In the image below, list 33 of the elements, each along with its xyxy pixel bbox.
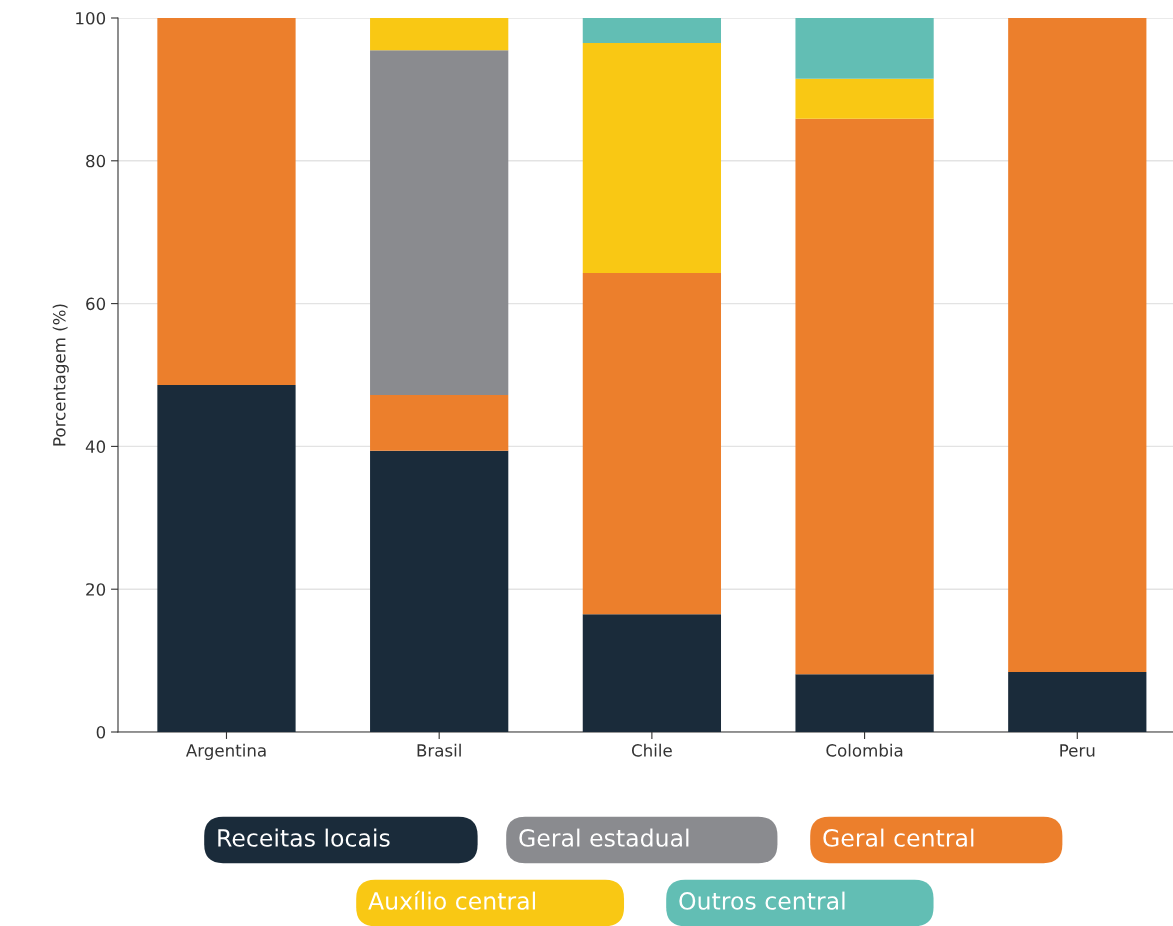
y-tick-label: 80 (86, 154, 106, 168)
bar (582, 18, 722, 43)
text: Receitas locais (218, 828, 390, 847)
text: Auxílio central (368, 890, 535, 910)
text: Outros central (679, 891, 845, 910)
text: Geral estadual (519, 828, 689, 847)
bar (370, 50, 509, 395)
x-tick-label: Brasil (417, 743, 461, 757)
x-tick-label: Colombia (826, 743, 903, 757)
y-tick-label: 100 (76, 11, 106, 25)
bar (370, 450, 509, 732)
bar (582, 272, 722, 615)
bar (1008, 672, 1147, 732)
y-tick-label: 40 (85, 440, 106, 453)
bar (370, 394, 509, 451)
bar (157, 385, 296, 732)
bar (795, 674, 934, 732)
bar (582, 614, 722, 732)
bar (157, 18, 296, 385)
y-axis-title: Porcentagem (%) (52, 304, 69, 446)
text: Geral central (823, 828, 974, 847)
y-tick-label: 20 (86, 583, 106, 596)
bar (795, 118, 934, 675)
y-tick-label: 0 (96, 725, 106, 739)
bar (370, 18, 509, 51)
x-tick-label: Argentina (185, 743, 266, 760)
bar (1008, 18, 1147, 673)
bar (795, 78, 934, 119)
bar (795, 18, 934, 79)
y-tick-label: 60 (86, 297, 106, 311)
bar (582, 42, 722, 273)
x-tick-label: Peru (1060, 744, 1095, 757)
x-tick-label: Chile (631, 743, 672, 757)
